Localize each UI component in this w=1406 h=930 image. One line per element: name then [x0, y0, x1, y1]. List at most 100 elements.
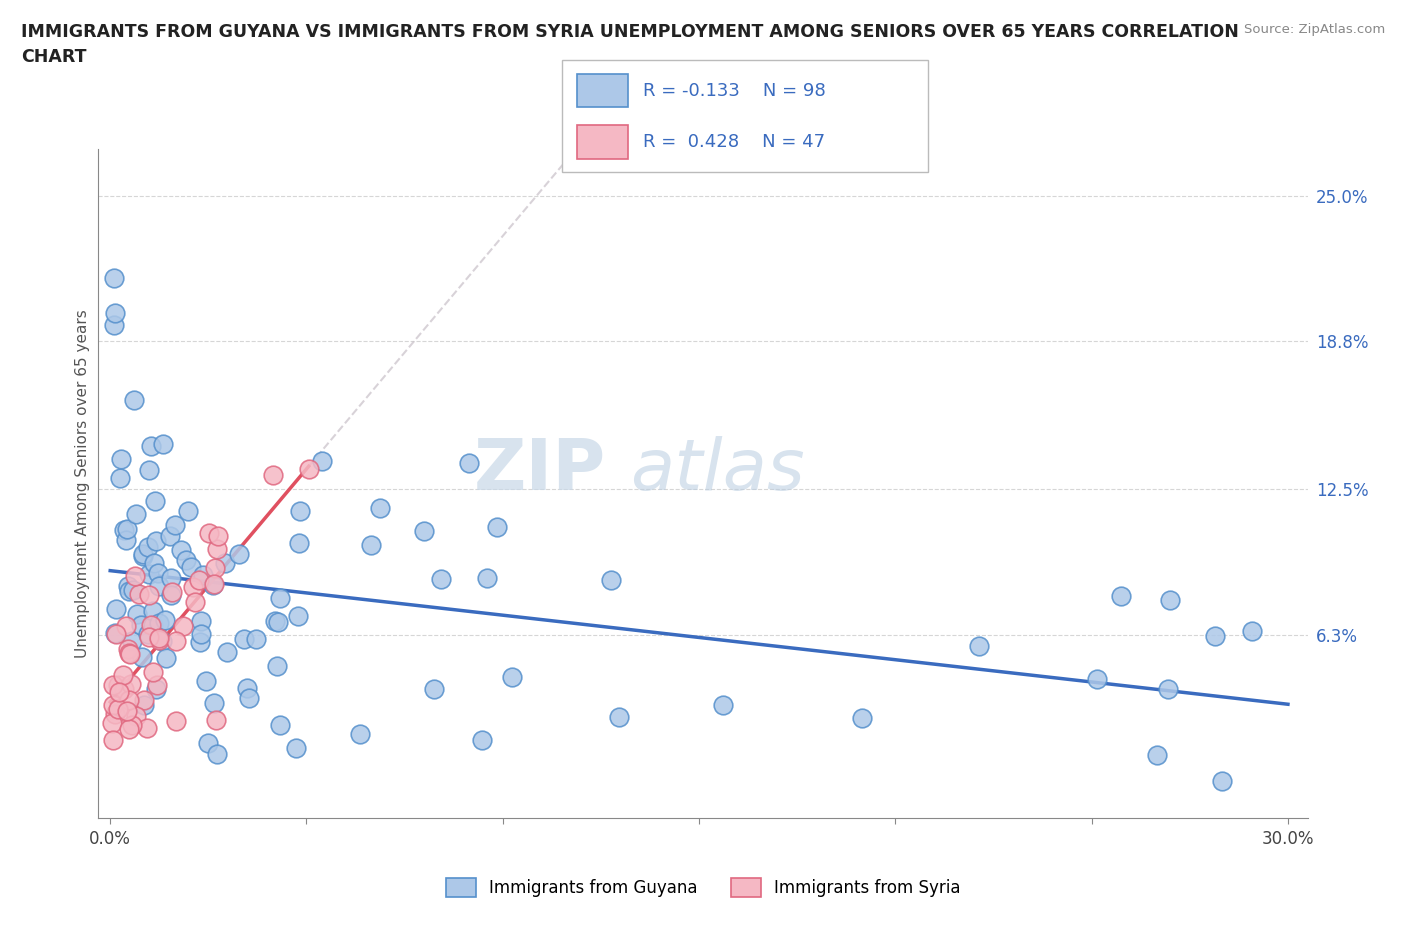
- Point: [1211, 774, 1233, 789]
- Point: [117, 642, 139, 657]
- Point: [413, 524, 436, 538]
- Point: [124, 568, 146, 583]
- Point: [148, 632, 170, 647]
- Point: [139, 618, 162, 632]
- Point: [131, 650, 153, 665]
- Point: [288, 503, 311, 518]
- Bar: [576, 126, 628, 159]
- Point: [215, 644, 238, 659]
- Point: [122, 392, 145, 407]
- Point: [107, 677, 129, 692]
- Point: [148, 616, 170, 631]
- Point: [423, 682, 446, 697]
- Point: [266, 614, 288, 629]
- Point: [138, 566, 160, 581]
- Point: [202, 577, 225, 591]
- Point: [112, 523, 135, 538]
- Point: [188, 635, 211, 650]
- Point: [145, 682, 167, 697]
- Point: [104, 707, 127, 722]
- Point: [129, 618, 152, 632]
- Point: [202, 696, 225, 711]
- Point: [181, 579, 204, 594]
- Point: [125, 709, 148, 724]
- Text: Source: ZipAtlas.com: Source: ZipAtlas.com: [1244, 23, 1385, 36]
- Point: [132, 547, 155, 562]
- Point: [145, 534, 167, 549]
- Y-axis label: Unemployment Among Seniors over 65 years: Unemployment Among Seniors over 65 years: [75, 309, 90, 658]
- Point: [205, 746, 228, 761]
- Point: [136, 721, 159, 736]
- Point: [360, 538, 382, 552]
- Point: [120, 676, 142, 691]
- Point: [458, 456, 481, 471]
- Text: R =  0.428    N = 47: R = 0.428 N = 47: [643, 133, 825, 151]
- FancyBboxPatch shape: [562, 60, 928, 172]
- Point: [125, 507, 148, 522]
- Point: [269, 590, 291, 604]
- Point: [125, 606, 148, 621]
- Point: [143, 493, 166, 508]
- Point: [191, 567, 214, 582]
- Point: [112, 667, 135, 682]
- Text: IMMIGRANTS FROM GUYANA VS IMMIGRANTS FROM SYRIA UNEMPLOYMENT AMONG SENIORS OVER : IMMIGRANTS FROM GUYANA VS IMMIGRANTS FRO…: [21, 23, 1239, 41]
- Point: [122, 583, 145, 598]
- Point: [1157, 682, 1180, 697]
- Point: [148, 578, 170, 593]
- Point: [134, 693, 156, 708]
- Point: [159, 529, 181, 544]
- Point: [430, 572, 453, 587]
- Point: [245, 631, 267, 646]
- Point: [118, 646, 141, 661]
- Point: [152, 634, 174, 649]
- Point: [132, 548, 155, 563]
- Point: [477, 571, 499, 586]
- Point: [298, 462, 321, 477]
- Point: [197, 736, 219, 751]
- Point: [197, 525, 219, 540]
- Point: [115, 704, 138, 719]
- Point: [117, 578, 139, 593]
- Point: [146, 678, 169, 693]
- Point: [368, 501, 391, 516]
- Point: [233, 631, 256, 646]
- Text: ZIP: ZIP: [474, 436, 606, 505]
- Point: [142, 555, 165, 570]
- Point: [163, 518, 186, 533]
- Point: [180, 560, 202, 575]
- Point: [136, 539, 159, 554]
- Point: [112, 682, 135, 697]
- Point: [153, 613, 176, 628]
- Point: [101, 716, 124, 731]
- Point: [103, 271, 125, 286]
- Point: [1085, 672, 1108, 687]
- Text: R = -0.133    N = 98: R = -0.133 N = 98: [643, 82, 825, 100]
- Point: [599, 573, 621, 588]
- Point: [103, 317, 125, 332]
- Point: [202, 578, 225, 593]
- Point: [501, 670, 523, 684]
- Point: [142, 665, 165, 680]
- Point: [104, 627, 127, 642]
- Point: [349, 726, 371, 741]
- Point: [101, 698, 124, 712]
- Point: [311, 454, 333, 469]
- Point: [264, 613, 287, 628]
- Point: [146, 565, 169, 580]
- Point: [142, 618, 165, 632]
- Point: [148, 631, 170, 646]
- Point: [170, 542, 193, 557]
- Point: [162, 584, 184, 599]
- Point: [104, 625, 127, 640]
- Point: [288, 536, 311, 551]
- Text: atlas: atlas: [630, 436, 806, 505]
- Point: [207, 528, 229, 543]
- Point: [262, 468, 284, 483]
- Point: [184, 594, 207, 609]
- Point: [159, 588, 181, 603]
- Point: [238, 691, 260, 706]
- Point: [115, 618, 138, 633]
- Point: [172, 618, 194, 633]
- Point: [194, 673, 217, 688]
- Point: [138, 588, 160, 603]
